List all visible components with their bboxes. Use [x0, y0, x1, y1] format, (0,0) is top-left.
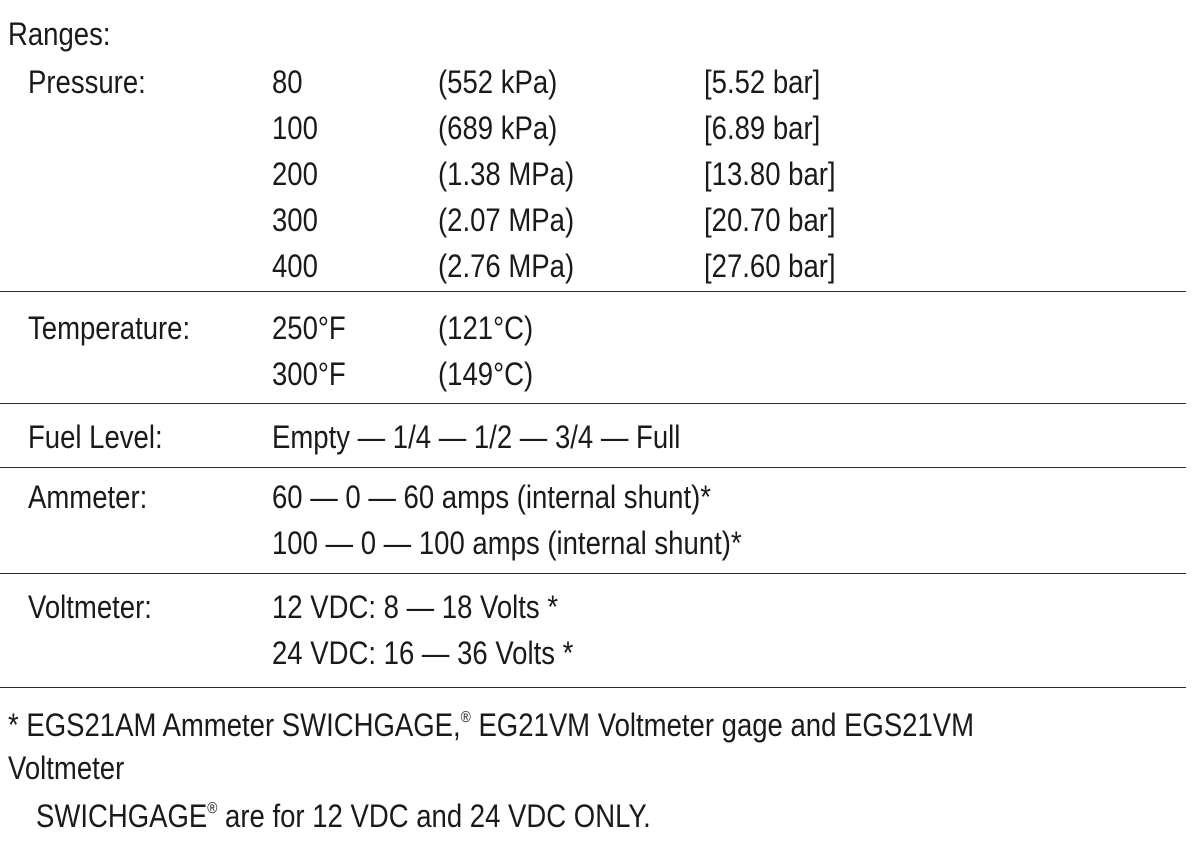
pressure-kpa: (1.38 MPa): [438, 156, 575, 192]
pressure-psi: 100: [272, 110, 318, 146]
pressure-psi: 300: [272, 202, 318, 238]
ammeter-label: Ammeter:: [28, 479, 148, 515]
temperature-f: 250°F: [272, 310, 346, 346]
pressure-bar: [20.70 bar]: [704, 202, 836, 238]
pressure-bar: [5.52 bar]: [704, 64, 821, 100]
section-divider: [0, 687, 1186, 688]
registered-mark: ®: [207, 800, 218, 817]
section-divider: [0, 403, 1186, 404]
temperature-c: (149°C): [438, 356, 534, 392]
voltmeter-label: Voltmeter:: [28, 589, 152, 625]
temperature-label: Temperature:: [28, 310, 191, 346]
ammeter-range: 60 — 0 — 60 amps (internal shunt)*: [272, 479, 712, 515]
footnote-line: * EGS21AM Ammeter SWICHGAGE,® EG21VM Vol…: [8, 705, 974, 745]
footnote-line: Voltmeter: [8, 750, 125, 786]
pressure-bar: [27.60 bar]: [704, 248, 836, 284]
footnote-line: SWICHGAGE® are for 12 VDC and 24 VDC ONL…: [36, 796, 651, 836]
ranges-heading: Ranges:: [8, 16, 111, 52]
temperature-c: (121°C): [438, 310, 534, 346]
fuel-value: Empty — 1/4 — 1/2 — 3/4 — Full: [272, 419, 681, 455]
pressure-kpa: (552 kPa): [438, 64, 558, 100]
pressure-psi: 400: [272, 248, 318, 284]
footnote-text: SWICHGAGE: [36, 798, 208, 834]
pressure-psi: 80: [272, 64, 303, 100]
fuel-label: Fuel Level:: [28, 419, 163, 455]
pressure-kpa: (2.07 MPa): [438, 202, 575, 238]
pressure-kpa: (2.76 MPa): [438, 248, 575, 284]
pressure-bar: [13.80 bar]: [704, 156, 836, 192]
section-divider: [0, 573, 1186, 574]
footnote-text: EG21VM Voltmeter gage and EGS21VM: [470, 707, 975, 743]
pressure-label: Pressure:: [28, 64, 146, 100]
voltmeter-range: 24 VDC: 16 — 36 Volts *: [272, 635, 574, 671]
section-divider: [0, 291, 1186, 292]
registered-mark: ®: [460, 709, 471, 726]
footnote-text: are for 12 VDC and 24 VDC ONLY.: [217, 798, 651, 834]
pressure-psi: 200: [272, 156, 318, 192]
pressure-bar: [6.89 bar]: [704, 110, 821, 146]
voltmeter-range: 12 VDC: 8 — 18 Volts *: [272, 589, 559, 625]
footnote-text: * EGS21AM Ammeter SWICHGAGE,: [8, 707, 461, 743]
pressure-kpa: (689 kPa): [438, 110, 558, 146]
section-divider: [0, 467, 1186, 468]
temperature-f: 300°F: [272, 356, 346, 392]
ammeter-range: 100 — 0 — 100 amps (internal shunt)*: [272, 525, 742, 561]
